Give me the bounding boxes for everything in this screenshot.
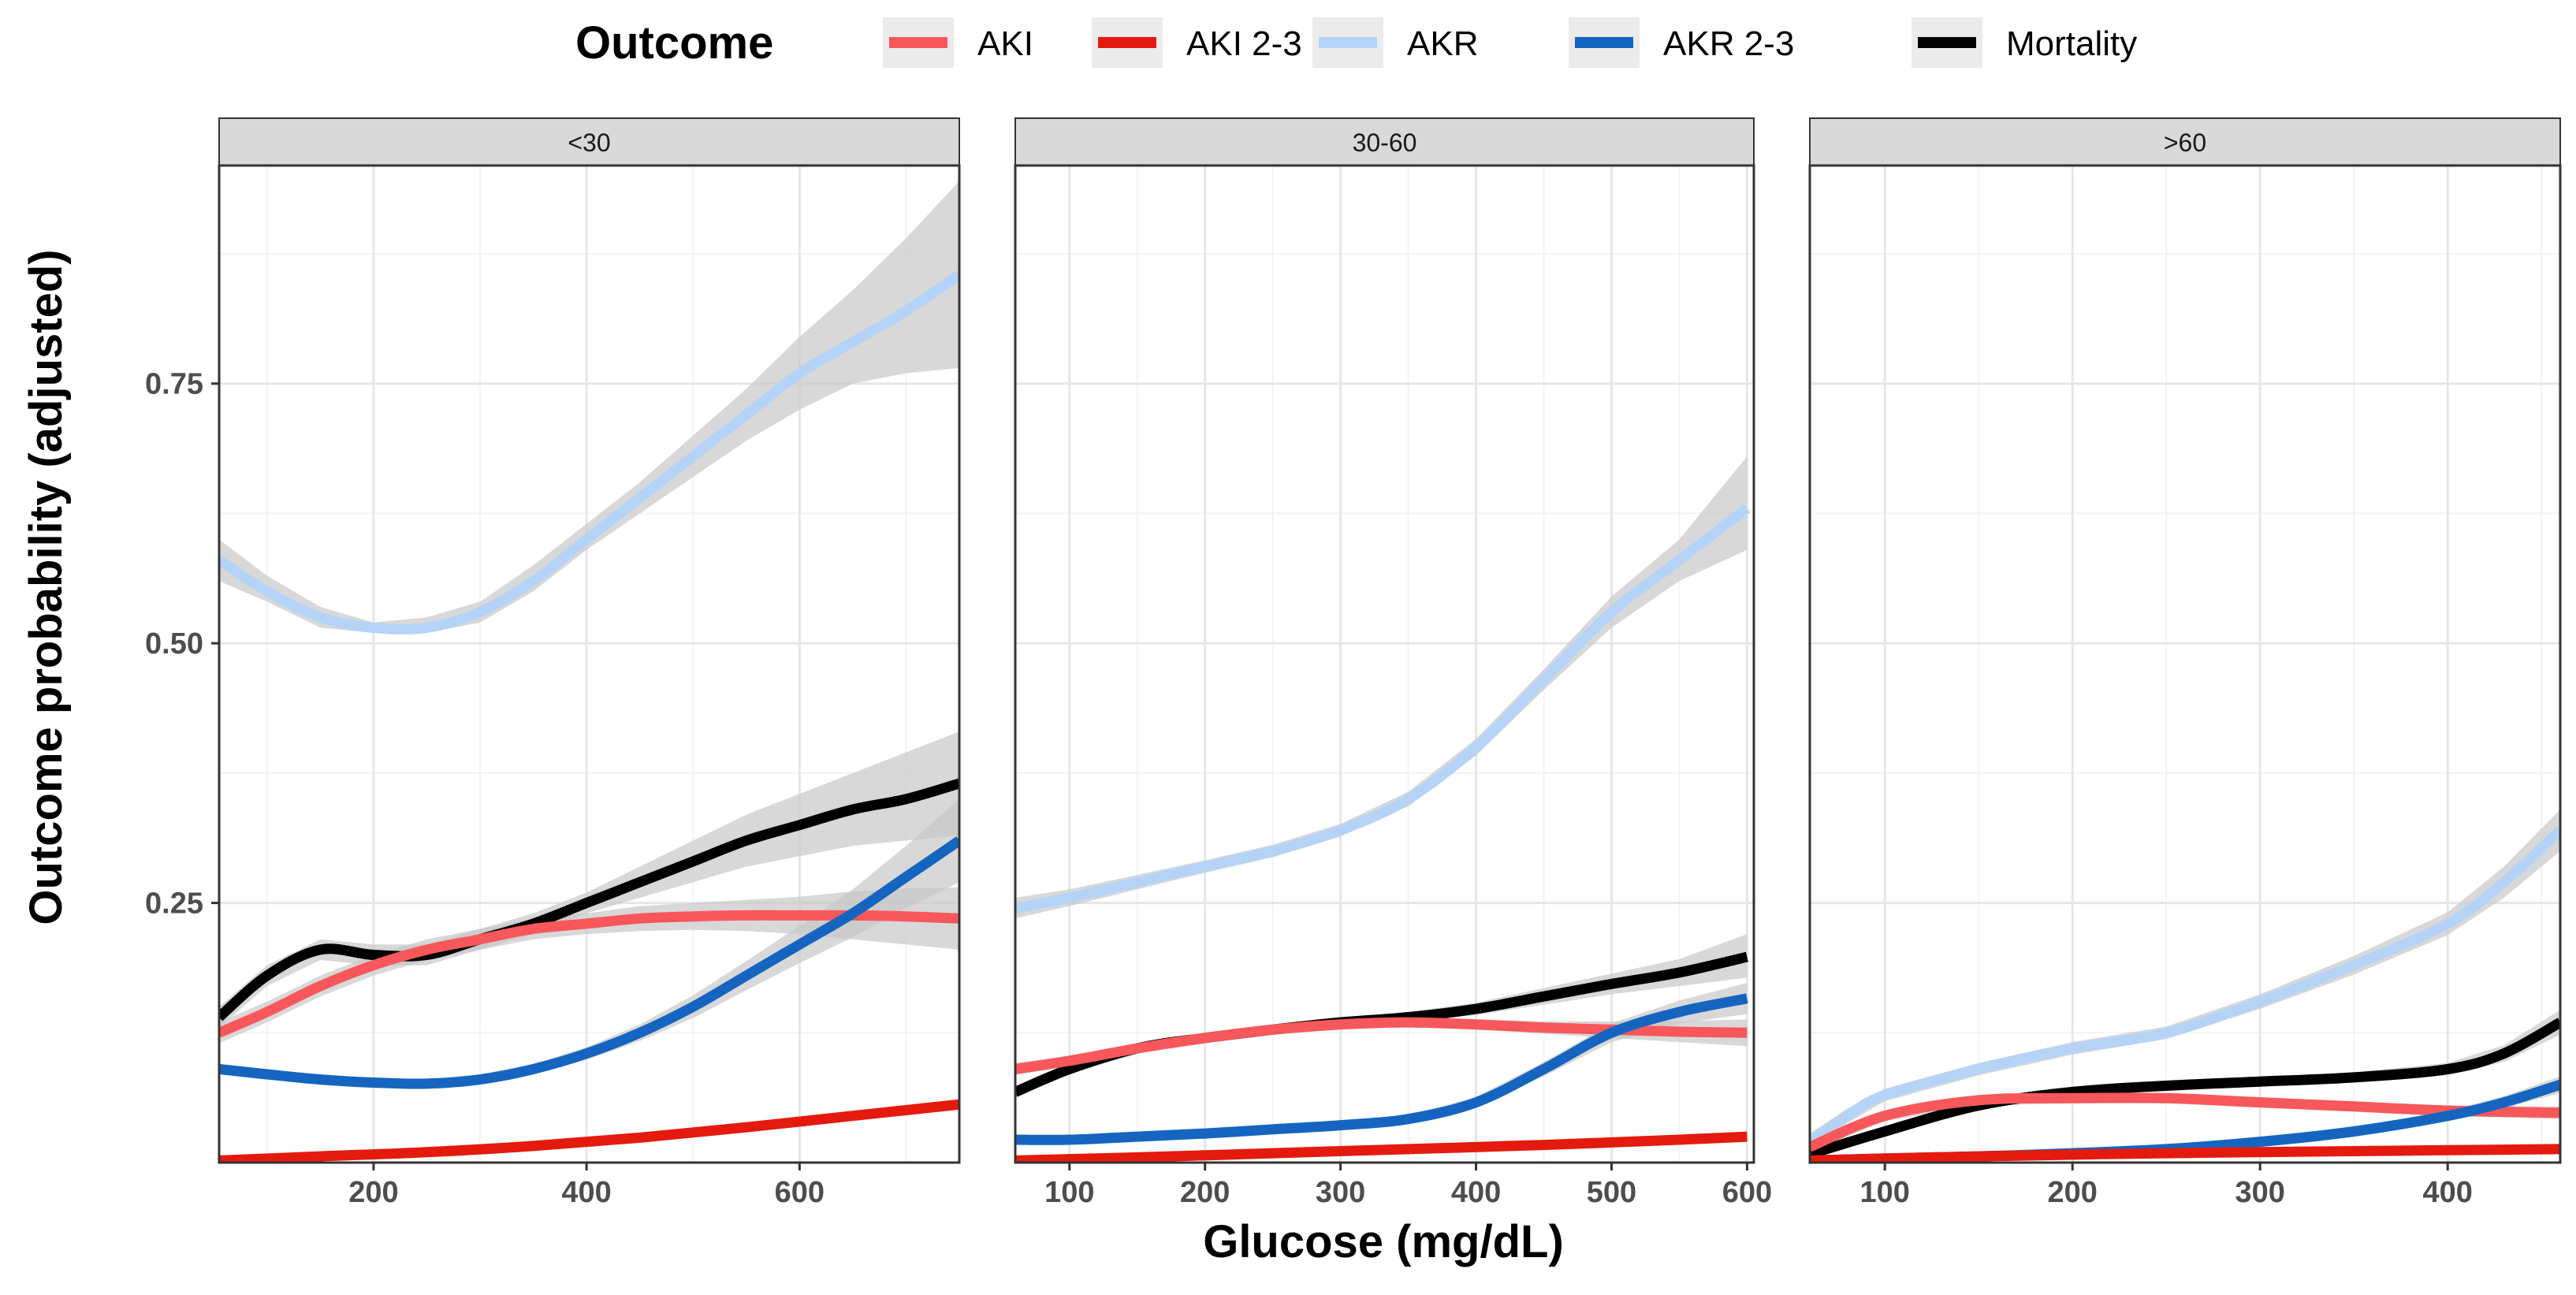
x-tick-label: 500 [1587, 1176, 1636, 1209]
shared-axes: Outcome probability (adjusted) Glucose (… [20, 249, 1564, 1267]
x-tick-label: 300 [2235, 1176, 2284, 1209]
y-tick-label: 0.75 [145, 368, 203, 401]
series-line-mortality [1810, 1018, 2560, 1159]
plot-background [1810, 166, 2560, 1163]
x-axis: 100 200 300 400 [1859, 1163, 2473, 1209]
legend-item-aki: AKI [883, 17, 1033, 68]
y-tick-label: 0.25 [145, 888, 203, 921]
series-line-mortality [219, 778, 959, 1021]
facet-strip [1014, 117, 1755, 166]
x-tick-label: 200 [2047, 1176, 2097, 1209]
gridlines [219, 166, 959, 1163]
legend-item-mortality: Mortality [1912, 17, 2137, 68]
panel-border [1808, 164, 2562, 1164]
legend-label: AKR 2-3 [1663, 24, 1794, 63]
x-tick-label: 100 [1859, 1176, 1909, 1209]
facet-strip [1809, 117, 2561, 166]
legend-title: Outcome [575, 17, 773, 69]
series-line-akr [219, 270, 959, 634]
x-tick-label: 400 [1451, 1176, 1501, 1209]
y-tick-label: 0.50 [145, 627, 203, 661]
gridlines [1810, 166, 2560, 1163]
x-axis-title: Glucose (mg/dL) [1203, 1216, 1564, 1267]
x-tick-label: 300 [1316, 1176, 1365, 1209]
legend-label: AKI 2-3 [1186, 24, 1302, 63]
x-tick-label: 200 [348, 1176, 398, 1209]
series-layer [1810, 809, 2560, 1163]
series-line-akr [1810, 826, 2560, 1146]
legend-label: AKI [977, 24, 1033, 63]
y-axis: 0.25 0.50 0.75 [145, 368, 219, 921]
legend-item-akr-2-3: AKR 2-3 [1569, 17, 1794, 68]
x-tick-label: 400 [561, 1176, 611, 1209]
legend-item-akr: AKR [1312, 17, 1478, 68]
facet-strip-label: 30-60 [1353, 128, 1417, 157]
x-tick-label: 600 [775, 1176, 825, 1209]
facet-strip-label: >60 [2164, 128, 2206, 157]
panel-gt60: >60 100 200 300 400 [1808, 117, 2562, 1209]
series-line-aki-2-3 [1015, 1131, 1748, 1163]
facet-strip-label: <30 [568, 128, 610, 157]
plot-background [1015, 166, 1754, 1163]
legend: Outcome AKI AKI 2-3 AKR AKR 2-3 Mortality [575, 17, 2137, 69]
x-tick-label: 100 [1044, 1176, 1094, 1209]
series-line-aki-2-3 [219, 1099, 959, 1163]
series-line-akr-2-3 [219, 836, 959, 1089]
panel-lt30: <30 200 400 600 0.25 0.50 0.75 [145, 117, 961, 1209]
panel-border [218, 164, 961, 1164]
series-line-aki [219, 910, 959, 1038]
panel-30-60: 30-60 100 200 300 400 500 600 [1014, 117, 1772, 1209]
series-line-aki [1810, 1092, 2560, 1152]
panel-border [1014, 164, 1755, 1164]
y-axis-title: Outcome probability (adjusted) [20, 249, 72, 925]
facet-panels: <30 200 400 600 0.25 0.50 0.75 30-60 100 200 300 40… [145, 117, 2562, 1209]
series-line-akr [1015, 504, 1751, 914]
legend-item-aki-2-3: AKI 2-3 [1092, 17, 1302, 68]
legend-label: AKR [1407, 24, 1478, 63]
series-line-akr-2-3 [1015, 993, 1748, 1145]
confidence-band-aki [219, 887, 959, 1044]
series-layer [1015, 456, 1751, 1163]
x-tick-label: 200 [1180, 1176, 1230, 1209]
facet-strip [218, 117, 960, 166]
series-line-aki-2-3 [1810, 1144, 2560, 1163]
x-tick-label: 400 [2422, 1176, 2472, 1209]
gridlines [1015, 166, 1754, 1163]
x-axis: 200 400 600 [348, 1163, 825, 1209]
x-axis: 100 200 300 400 500 600 [1044, 1163, 1772, 1209]
legend-label: Mortality [2006, 24, 2137, 63]
series-layer [219, 180, 959, 1163]
x-tick-label: 600 [1722, 1176, 1772, 1209]
